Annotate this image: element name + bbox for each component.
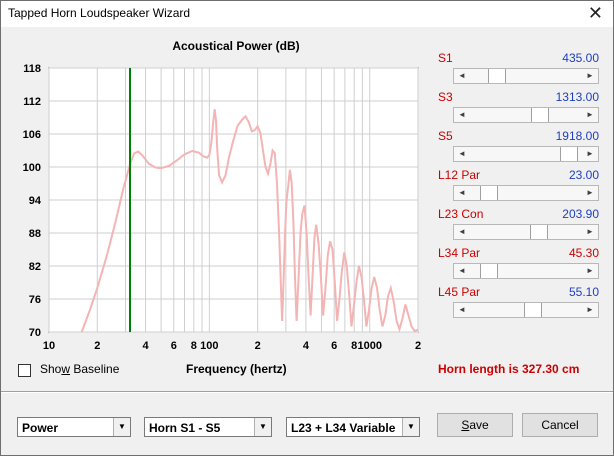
x-tick-label: 2: [415, 340, 421, 352]
slider-track[interactable]: ◄ ►: [453, 146, 599, 162]
slider-value: 55.10: [568, 285, 599, 299]
y-tick-label: 70: [29, 327, 41, 339]
slider-value: 1313.00: [555, 90, 599, 104]
y-tick-label: 94: [29, 195, 42, 207]
y-tick-label: 88: [29, 228, 41, 240]
slider-thumb[interactable]: [531, 108, 550, 122]
arrow-left-icon[interactable]: ◄: [458, 149, 466, 158]
slider-label: L23 Con: [438, 207, 484, 221]
slider-label: S5: [438, 129, 453, 143]
slider-track[interactable]: ◄ ►: [453, 224, 599, 240]
x-tick-label: 8: [191, 340, 197, 352]
arrow-right-icon[interactable]: ►: [586, 227, 594, 236]
separator: [1, 391, 613, 393]
slider-value: 45.30: [568, 246, 599, 260]
x-tick-label: 4: [142, 340, 149, 352]
arrow-left-icon[interactable]: ◄: [458, 110, 466, 119]
chevron-down-icon[interactable]: ▼: [254, 418, 271, 436]
x-tick-label: 6: [171, 340, 177, 352]
arrow-right-icon[interactable]: ►: [586, 266, 594, 275]
mode-select[interactable]: Power ▼: [17, 417, 131, 437]
close-icon[interactable]: ✕: [587, 3, 603, 24]
x-tick-label: 8: [351, 340, 357, 352]
slider-thumb[interactable]: [529, 225, 548, 239]
slider-track[interactable]: ◄ ►: [453, 263, 599, 279]
title-bar: Tapped Horn Loudspeaker Wizard ✕: [1, 1, 613, 27]
slider-thumb[interactable]: [523, 303, 542, 317]
slider-label: L34 Par: [438, 246, 481, 260]
arrow-left-icon[interactable]: ◄: [458, 266, 466, 275]
variable-select-value: L23 + L34 Variable: [291, 421, 396, 435]
show-baseline-checkbox[interactable]: [18, 364, 31, 377]
mode-select-value: Power: [22, 421, 59, 435]
save-button[interactable]: Save: [437, 413, 513, 437]
variable-select[interactable]: L23 + L34 Variable ▼: [286, 417, 420, 437]
slider-thumb[interactable]: [479, 264, 498, 278]
slider-thumb[interactable]: [488, 69, 507, 83]
slider-thumb[interactable]: [560, 147, 579, 161]
slider-value: 435.00: [562, 51, 599, 65]
slider-label: S3: [438, 90, 453, 104]
horn-select[interactable]: Horn S1 - S5 ▼: [144, 417, 272, 437]
arrow-right-icon[interactable]: ►: [586, 110, 594, 119]
arrow-left-icon[interactable]: ◄: [458, 71, 466, 80]
series-line: [80, 109, 419, 333]
slider-label: S1: [438, 51, 453, 65]
arrow-right-icon[interactable]: ►: [586, 188, 594, 197]
slider-value: 1918.00: [555, 129, 599, 143]
show-baseline-label[interactable]: Show Baseline: [40, 362, 120, 376]
arrow-left-icon[interactable]: ◄: [458, 305, 466, 314]
x-tick-label: 100: [200, 340, 218, 352]
arrow-right-icon[interactable]: ►: [586, 149, 594, 158]
y-tick-label: 118: [23, 63, 41, 75]
x-tick-label: 2: [94, 340, 100, 352]
arrow-right-icon[interactable]: ►: [586, 305, 594, 314]
y-tick-label: 112: [23, 96, 41, 108]
slider-value: 203.90: [562, 207, 599, 221]
x-tick-label: 6: [331, 340, 337, 352]
horn-select-value: Horn S1 - S5: [149, 421, 221, 435]
y-tick-label: 100: [23, 162, 41, 174]
slider-label: L12 Par: [438, 168, 481, 182]
slider-label: L45 Par: [438, 285, 481, 299]
arrow-right-icon[interactable]: ►: [586, 71, 594, 80]
x-axis-label: Frequency (hertz): [186, 362, 287, 376]
x-tick-label: 10: [43, 340, 55, 352]
x-tick-label: 2: [255, 340, 261, 352]
chevron-down-icon[interactable]: ▼: [113, 418, 130, 436]
y-tick-label: 106: [23, 129, 41, 141]
slider-track[interactable]: ◄ ►: [453, 107, 599, 123]
client-area: Acoustical Power (dB) 70 76 82 88 94 100 106 11…: [1, 27, 613, 455]
slider-value: 23.00: [568, 168, 599, 182]
y-tick-label: 76: [29, 294, 41, 306]
chart-title: Acoustical Power (dB): [172, 39, 300, 53]
y-tick-label: 82: [29, 261, 41, 273]
cancel-button[interactable]: Cancel: [522, 413, 598, 437]
x-tick-label: 4: [303, 340, 310, 352]
window-title: Tapped Horn Loudspeaker Wizard: [8, 6, 191, 20]
chart-marks: [80, 68, 419, 333]
slider-track[interactable]: ◄ ►: [453, 68, 599, 84]
slider-track[interactable]: ◄ ►: [453, 185, 599, 201]
slider-thumb[interactable]: [479, 186, 498, 200]
arrow-left-icon[interactable]: ◄: [458, 227, 466, 236]
chevron-down-icon[interactable]: ▼: [402, 418, 419, 436]
arrow-left-icon[interactable]: ◄: [458, 188, 466, 197]
x-tick-label: 1000: [357, 340, 381, 352]
horn-length-text: Horn length is 327.30 cm: [438, 362, 580, 376]
slider-track[interactable]: ◄ ►: [453, 302, 599, 318]
